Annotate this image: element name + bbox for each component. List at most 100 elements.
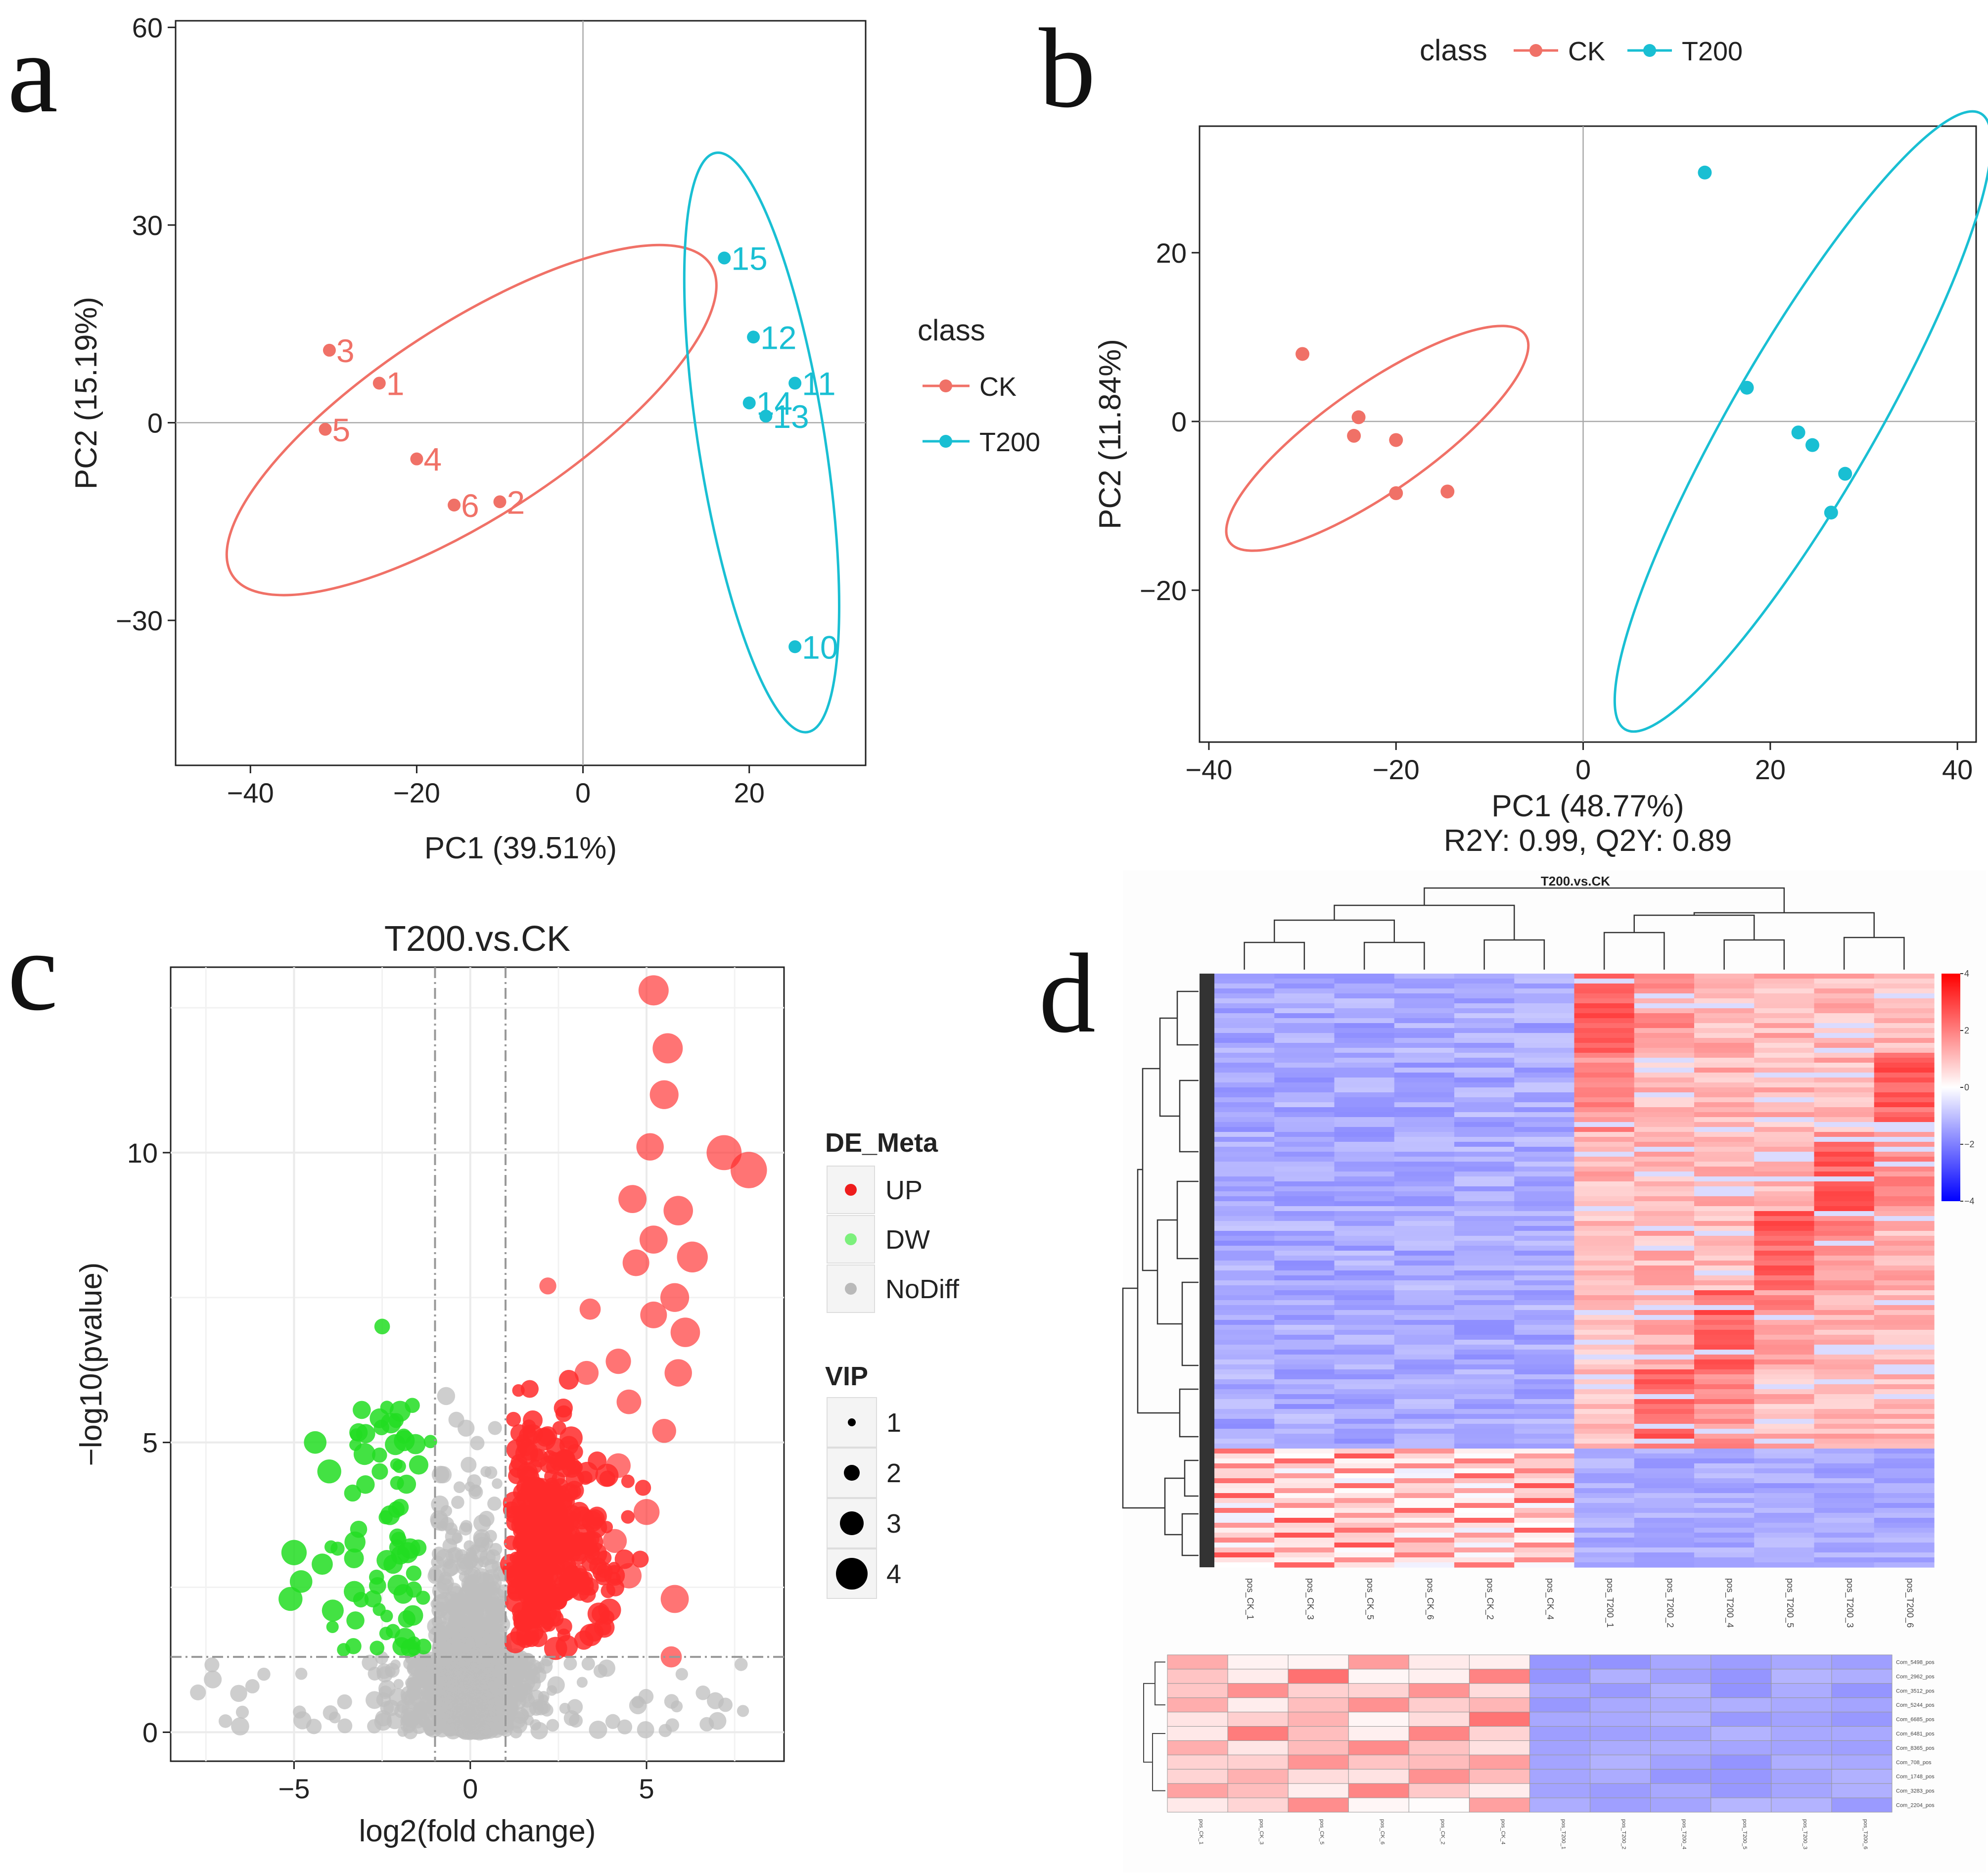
heatmap-cell [1634, 1325, 1695, 1330]
heatmap-cell [1874, 1063, 1935, 1068]
ck-sample-point [448, 498, 461, 512]
heatmap-cell [1814, 1369, 1875, 1375]
heatmap-cell [1334, 1137, 1395, 1142]
heatmap-cell [1634, 1557, 1695, 1563]
heatmap-cell [1634, 1043, 1695, 1048]
heatmap-cell [1754, 1369, 1815, 1375]
heatmap-cell [1514, 1414, 1575, 1419]
heatmap-cell [1874, 1221, 1935, 1226]
heatmap-cell [1814, 1196, 1875, 1202]
heatmap-cell [1814, 1483, 1875, 1489]
heatmap-cell [1694, 1023, 1755, 1029]
heatmap-cell [1394, 1498, 1455, 1503]
heatmap-cell [1214, 1211, 1275, 1217]
heatmap-cell [1634, 1305, 1695, 1311]
heatmap-cell [1214, 1295, 1275, 1301]
heatmap-cell [1514, 1206, 1575, 1212]
heatmap-cell [1694, 1359, 1755, 1365]
heatmap-cell [1454, 988, 1515, 994]
heatmap-cell [1514, 1493, 1575, 1499]
heatmap-cell [1514, 1453, 1575, 1459]
heatmap-cell [1274, 1013, 1335, 1019]
heatmap-cell [1394, 1547, 1455, 1553]
heatmap-cell [1634, 1335, 1695, 1340]
sub-heatmap-cell [1650, 1654, 1711, 1670]
heatmap-cell [1574, 1186, 1635, 1192]
heatmap-cell [1634, 1320, 1695, 1325]
heatmap-cell [1454, 1266, 1515, 1271]
heatmap-cell [1634, 1310, 1695, 1315]
heatmap-cell [1334, 1196, 1395, 1202]
heatmap-cell [1394, 1132, 1455, 1137]
heatmap-cell [1334, 1261, 1395, 1266]
heatmap-cell [1754, 1543, 1815, 1548]
heatmap-cell [1694, 1488, 1755, 1494]
heatmap-cell [1454, 1449, 1515, 1454]
heatmap-cell [1574, 1340, 1635, 1345]
heatmap-cell [1634, 1068, 1695, 1073]
dw-point [304, 1431, 326, 1454]
heatmap-cell [1214, 1523, 1275, 1528]
ck-sample-point [372, 376, 386, 390]
ck-sample-point [319, 422, 332, 436]
heatmap-cell [1454, 1117, 1515, 1123]
nodiff-point [420, 1696, 437, 1712]
heatmap-cell [1814, 1444, 1875, 1449]
heatmap-cell [1814, 1399, 1875, 1405]
sub-heatmap-cell [1771, 1712, 1832, 1727]
heatmap-cell [1574, 1038, 1635, 1043]
heatmap-cell [1394, 1142, 1455, 1147]
heatmap-cell [1394, 1206, 1455, 1212]
heatmap-cell [1814, 1478, 1875, 1484]
heatmap-cell [1454, 1345, 1515, 1350]
heatmap-cell [1574, 1201, 1635, 1207]
heatmap-cell [1694, 1053, 1755, 1058]
heatmap-cell [1514, 974, 1575, 979]
heatmap-cell [1394, 1082, 1455, 1088]
heatmap-cell [1634, 1201, 1695, 1207]
heatmap-cell [1214, 1216, 1275, 1221]
heatmap-cell [1334, 1122, 1395, 1127]
nodiff-point [734, 1658, 748, 1671]
heatmap-cell [1214, 1097, 1275, 1103]
sub-heatmap-column-label: pos_CK_4 [1500, 1819, 1506, 1844]
heatmap-cell [1694, 1468, 1755, 1474]
heatmap-cell [1214, 1280, 1275, 1286]
heatmap-cell [1214, 1008, 1275, 1014]
heatmap-cell [1334, 1102, 1395, 1108]
heatmap-cell [1814, 979, 1875, 984]
heatmap-cell [1334, 1429, 1395, 1434]
heatmap-cell [1634, 1547, 1695, 1553]
heatmap-cell [1634, 1142, 1695, 1147]
heatmap-cell [1634, 1216, 1695, 1221]
t200-sample-label: 12 [760, 319, 796, 356]
heatmap-cell [1574, 1092, 1635, 1098]
colorbar-tick-label: 0 [1964, 1082, 1969, 1092]
heatmap-cell [1634, 1186, 1695, 1192]
heatmap-cell [1874, 1468, 1935, 1474]
up-point [574, 1360, 599, 1385]
heatmap-cell [1574, 1162, 1635, 1167]
up-point [638, 975, 669, 1006]
heatmap-cell [1334, 1557, 1395, 1563]
heatmap-cell [1754, 1429, 1815, 1434]
heatmap-cell [1694, 1112, 1755, 1118]
heatmap-cell [1214, 1142, 1275, 1147]
heatmap-cell [1454, 998, 1515, 1004]
heatmap-column-label: pos_T200_5 [1785, 1578, 1795, 1628]
heatmap-cell [1334, 1132, 1395, 1137]
heatmap-cell [1394, 1503, 1455, 1508]
heatmap-cell [1754, 1518, 1815, 1523]
heatmap-cell [1214, 1364, 1275, 1370]
heatmap-column-label: pos_CK_5 [1365, 1578, 1375, 1620]
legend-key-point [1529, 44, 1542, 57]
heatmap-cell [1334, 1394, 1395, 1400]
heatmap-cell [1874, 1082, 1935, 1088]
heatmap-cell [1634, 1221, 1695, 1226]
heatmap-cell [1394, 1330, 1455, 1335]
heatmap-cell [1274, 1325, 1335, 1330]
heatmap-cell [1334, 1028, 1395, 1033]
heatmap-cell [1754, 1196, 1815, 1202]
heatmap-cell [1214, 1231, 1275, 1236]
sub-heatmap-cell [1167, 1712, 1228, 1727]
